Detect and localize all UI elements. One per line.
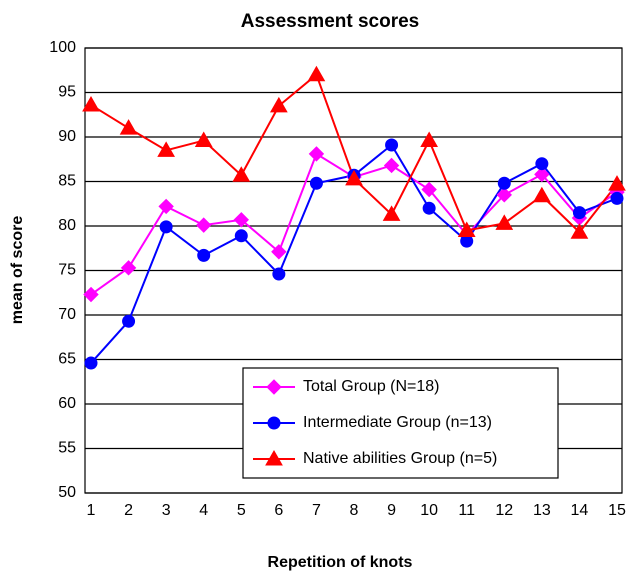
- data-point: [269, 96, 288, 113]
- data-point: [345, 169, 363, 186]
- x-tick-label: 7: [312, 502, 321, 519]
- x-axis-label: Repetition of knots: [268, 554, 413, 571]
- data-point: [535, 157, 549, 171]
- data-point: [495, 214, 514, 230]
- x-tick-label: 11: [458, 502, 475, 519]
- data-point: [120, 260, 137, 276]
- data-point: [572, 206, 586, 220]
- data-point: [385, 138, 399, 152]
- x-tick-label: 6: [274, 502, 283, 519]
- data-point: [83, 286, 99, 303]
- x-tick-label: 15: [608, 502, 626, 519]
- data-point: [119, 119, 138, 135]
- legend-label: Total Group (N=18): [303, 378, 440, 395]
- legend: [242, 367, 559, 479]
- data-point: [309, 176, 323, 190]
- y-tick-label: 95: [58, 84, 76, 101]
- data-point: [610, 191, 624, 205]
- x-tick-label: 8: [350, 502, 359, 519]
- data-point: [307, 65, 326, 82]
- y-tick-label: 65: [58, 351, 76, 368]
- y-tick-label: 50: [58, 484, 76, 501]
- data-point: [608, 175, 626, 191]
- data-point: [197, 248, 211, 262]
- data-point: [234, 229, 248, 243]
- y-tick-label: 75: [58, 262, 76, 279]
- y-tick-label: 60: [58, 395, 76, 412]
- x-tick-label: 12: [495, 502, 513, 519]
- y-tick-label: 90: [58, 128, 76, 145]
- x-tick-label: 1: [87, 502, 96, 519]
- data-point: [382, 205, 401, 221]
- x-tick-label: 4: [199, 502, 208, 519]
- data-point: [496, 187, 512, 203]
- chart-title: Assessment scores: [241, 11, 420, 32]
- data-point: [308, 146, 325, 162]
- plot-frame: [84, 47, 623, 494]
- data-point: [422, 201, 436, 215]
- y-tick-label: 85: [58, 173, 76, 190]
- x-tick-label: 5: [237, 502, 246, 519]
- y-tick-label: 80: [58, 217, 76, 234]
- x-tick-label: 2: [124, 502, 133, 519]
- legend-marker: [267, 416, 281, 430]
- data-point: [158, 198, 174, 215]
- legend-marker: [265, 449, 283, 466]
- data-point: [82, 95, 100, 112]
- data-point: [84, 356, 98, 370]
- y-tick-label: 70: [58, 306, 76, 323]
- legend-label: Native abilities Group (n=5): [303, 450, 497, 467]
- data-point: [233, 212, 249, 228]
- data-point: [232, 166, 251, 182]
- data-point: [534, 166, 550, 183]
- data-point: [122, 314, 136, 328]
- data-point: [570, 223, 589, 239]
- data-point: [421, 181, 437, 198]
- y-tick-label: 55: [58, 440, 76, 457]
- data-point: [271, 244, 287, 260]
- x-tick-label: 3: [162, 502, 171, 519]
- legend-marker: [266, 379, 282, 395]
- x-tick-label: 9: [387, 502, 396, 519]
- data-point: [196, 217, 212, 233]
- data-point: [457, 221, 476, 237]
- data-point: [157, 141, 176, 157]
- data-point: [497, 176, 511, 190]
- legend-label: Intermediate Group (n=13): [303, 414, 492, 431]
- data-point: [420, 131, 439, 148]
- x-tick-label: 10: [420, 502, 438, 519]
- data-point: [532, 186, 551, 203]
- data-point: [159, 220, 173, 234]
- data-point: [383, 157, 400, 174]
- x-tick-label: 14: [571, 502, 589, 519]
- data-point: [272, 267, 286, 281]
- y-tick-label: 100: [49, 39, 76, 56]
- data-point: [194, 131, 213, 148]
- x-tick-label: 13: [533, 502, 551, 519]
- y-axis-label: mean of score: [9, 216, 26, 325]
